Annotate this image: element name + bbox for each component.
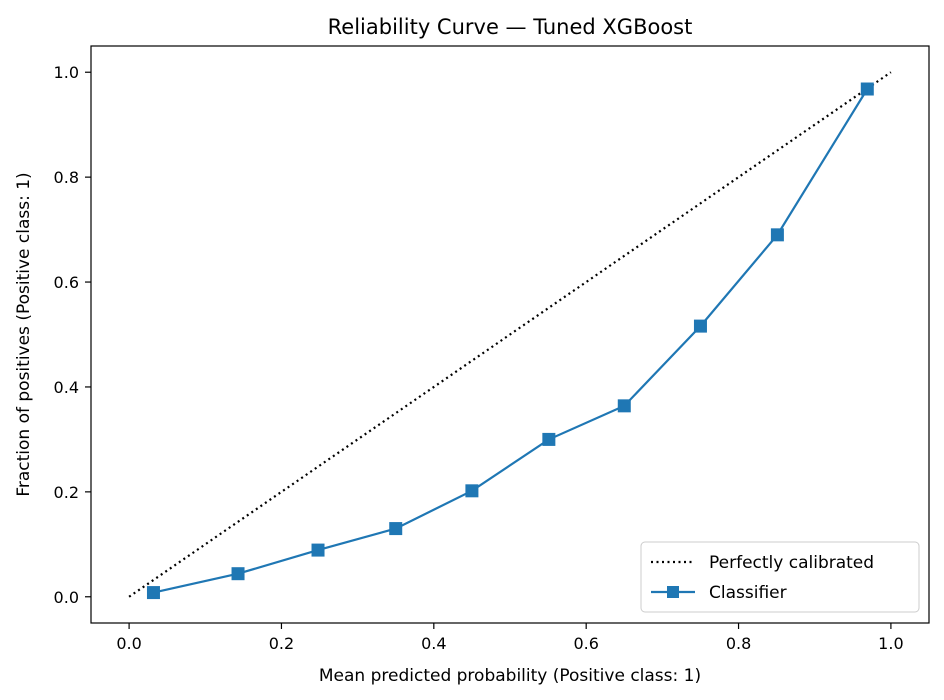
legend-box bbox=[640, 541, 920, 613]
y-axis-label: Fraction of positives (Positive class: 1… bbox=[14, 172, 34, 496]
classifier-point bbox=[146, 586, 160, 600]
y-tick-label: 0.2 bbox=[54, 483, 79, 502]
x-tick-label: 1.0 bbox=[878, 634, 903, 653]
y-tick-label: 0.6 bbox=[54, 273, 79, 292]
axis-ticks: 0.0 0.2 0.4 0.6 0.8 1.0 0.0 0.2 0.4 0.6 0.8 1.0 bbox=[54, 63, 904, 653]
classifier-point bbox=[860, 82, 874, 96]
classifier-point bbox=[311, 543, 325, 557]
classifier-line bbox=[153, 88, 869, 594]
legend-label-classifier: Classifier bbox=[709, 583, 787, 603]
classifier-point bbox=[693, 319, 707, 333]
classifier-point bbox=[465, 484, 479, 498]
chart-title: Reliability Curve — Tuned XGBoost bbox=[328, 15, 693, 39]
classifier-point bbox=[231, 567, 245, 581]
plot-frame bbox=[90, 45, 930, 624]
x-axis-label: Mean predicted probability (Positive cla… bbox=[319, 666, 701, 686]
x-tick-label: 0.4 bbox=[421, 634, 446, 653]
y-tick-label: 0.8 bbox=[54, 168, 79, 187]
y-tick-label: 0.0 bbox=[54, 588, 79, 607]
legend-label-perfect: Perfectly calibrated bbox=[709, 553, 874, 573]
x-tick-label: 0.6 bbox=[573, 634, 598, 653]
x-tick-label: 0.0 bbox=[116, 634, 141, 653]
legend-marker-classifier bbox=[667, 586, 679, 598]
y-tick-label: 1.0 bbox=[54, 63, 79, 82]
classifier-point bbox=[617, 399, 631, 413]
classifier-point bbox=[770, 228, 784, 242]
x-tick-label: 0.8 bbox=[726, 634, 751, 653]
series-group bbox=[128, 71, 892, 600]
legend: Perfectly calibrated Classifier bbox=[640, 541, 920, 613]
x-tick-label: 0.2 bbox=[269, 634, 294, 653]
classifier-point bbox=[389, 522, 403, 536]
classifier-point bbox=[542, 432, 556, 446]
perfect-calibration-line bbox=[128, 71, 892, 598]
y-tick-label: 0.4 bbox=[54, 378, 79, 397]
